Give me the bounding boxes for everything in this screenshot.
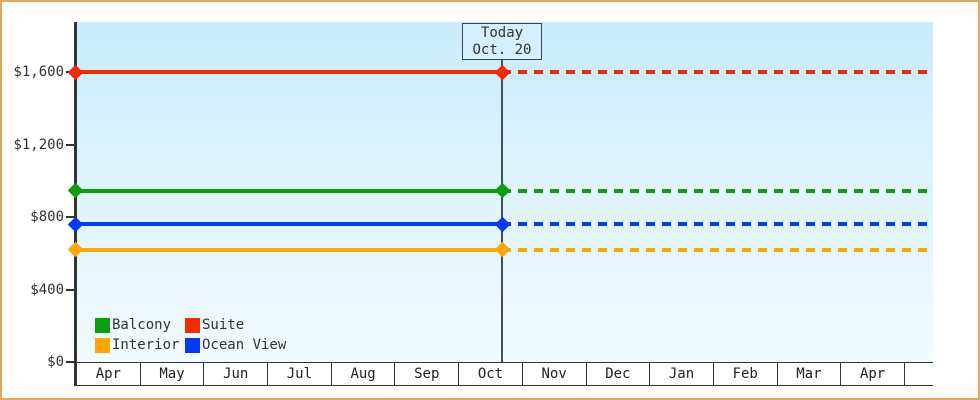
legend-item-interior: Interior xyxy=(95,337,185,353)
y-axis-label: $1,600 xyxy=(13,64,64,80)
legend-item-suite: Suite xyxy=(185,317,244,333)
today-marker-icon xyxy=(494,216,510,233)
y-axis-label: $800 xyxy=(30,209,64,225)
y-axis-tick xyxy=(66,288,74,291)
plot-area: Today Oct. 20 Balcony Suite Interior xyxy=(67,22,933,362)
legend-label: Interior xyxy=(112,337,180,353)
y-axis-label: $400 xyxy=(30,281,64,298)
x-axis: Apr May Jun Jul Aug Sep Oct Nov Dec Jan … xyxy=(74,362,933,386)
x-axis-month: Nov xyxy=(523,363,587,385)
x-axis-month: Mar xyxy=(778,363,842,385)
x-axis-month: Aug xyxy=(332,363,396,385)
x-axis-month: Apr xyxy=(841,363,905,385)
price-line-solid-interior xyxy=(77,247,502,252)
price-line-solid-ocean-view xyxy=(77,222,502,227)
price-line-solid-suite xyxy=(77,70,502,74)
today-marker-icon xyxy=(494,64,510,80)
start-marker-icon xyxy=(67,64,84,80)
price-line-solid-balcony xyxy=(77,188,502,193)
legend-row: Interior Ocean View xyxy=(95,335,286,355)
x-axis-month: Jan xyxy=(650,363,714,385)
x-axis-empty-cell xyxy=(905,363,933,385)
x-axis-month: Apr xyxy=(77,363,141,385)
today-line xyxy=(501,60,503,362)
price-line-projected-ocean-view xyxy=(502,222,933,227)
legend-item-ocean-view: Ocean View xyxy=(185,337,286,353)
y-axis-label: $1,200 xyxy=(13,136,64,153)
legend-label: Suite xyxy=(202,317,245,333)
today-marker-icon xyxy=(494,182,510,199)
today-label: Today xyxy=(480,25,524,41)
suite-swatch-icon xyxy=(185,317,200,333)
legend-label: Ocean View xyxy=(202,337,287,353)
legend-label: Balcony xyxy=(112,317,172,333)
today-date: Oct. 20 xyxy=(472,42,532,58)
today-marker: Today Oct. 20 xyxy=(462,23,542,60)
y-axis-tick xyxy=(66,216,74,218)
x-axis-month: Dec xyxy=(587,363,651,385)
start-marker-icon xyxy=(67,216,84,233)
y-axis-label: $0 xyxy=(47,354,64,370)
x-axis-month: Oct xyxy=(459,363,523,385)
legend: Balcony Suite Interior Ocean View xyxy=(95,315,286,355)
start-marker-icon xyxy=(67,182,84,199)
y-axis-tick xyxy=(66,143,74,146)
ocean-view-swatch-icon xyxy=(185,337,200,353)
balcony-swatch-icon xyxy=(95,317,110,333)
price-line-projected-suite xyxy=(502,70,933,74)
x-axis-month: Sep xyxy=(395,363,460,385)
y-axis-tick xyxy=(66,361,74,363)
x-axis-month: Feb xyxy=(714,363,778,385)
price-line-projected-balcony xyxy=(502,188,933,193)
interior-swatch-icon xyxy=(95,337,110,353)
legend-item-balcony: Balcony xyxy=(95,317,185,333)
x-axis-month: Jun xyxy=(204,363,269,385)
price-line-projected-interior xyxy=(502,247,933,252)
legend-row: Balcony Suite xyxy=(95,315,286,335)
start-marker-icon xyxy=(67,241,84,258)
today-marker-icon xyxy=(494,241,510,258)
x-axis-month: May xyxy=(141,363,205,385)
x-axis-month: Jul xyxy=(268,363,332,385)
